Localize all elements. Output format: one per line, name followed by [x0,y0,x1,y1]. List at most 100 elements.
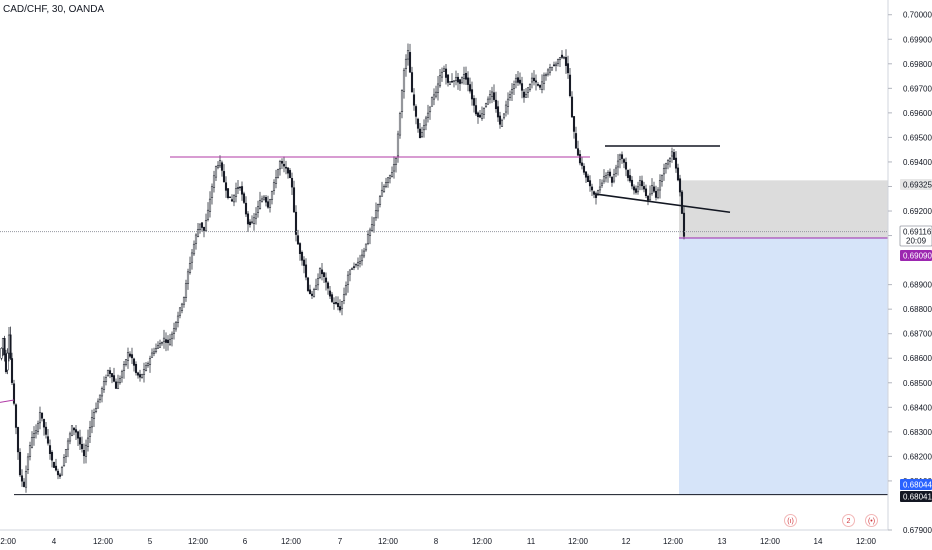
x-tick-label: 12:00 [663,537,684,546]
horizontal-line-1[interactable] [0,399,15,403]
candle-body [278,161,282,170]
candle-body [346,274,350,285]
candle-body [226,188,230,198]
candle-body [314,285,318,290]
candle-body [174,321,178,330]
candle-body [588,180,592,187]
candle-body [310,293,314,296]
candle-body [100,388,104,397]
candle-body [240,186,244,195]
candle-body [114,381,118,389]
candle-body [538,85,542,88]
candle-body [116,381,120,390]
candle-body [78,437,82,445]
candle-body [422,125,426,131]
candle-body [270,191,274,200]
candle-body [150,352,154,358]
candle-body [618,154,622,161]
x-tick-label: 12 [622,537,631,546]
candle-body [288,170,292,178]
candle-body [474,105,478,115]
candle-body [290,178,294,188]
candle-body [124,359,128,365]
candle-body [74,429,78,433]
y-tick-label: 0.69700 [903,84,932,93]
candle-body [448,81,452,85]
candle-body [436,83,440,93]
candle-body [656,189,660,198]
candle-body [438,75,442,87]
candle-body [208,198,212,212]
candle-body [156,345,160,349]
y-tick-label: 0.68600 [903,354,932,363]
stop-zone[interactable] [679,180,888,239]
event-marker-2[interactable]: 2 [842,514,855,527]
candle-body [636,186,640,193]
candle-body [634,188,638,193]
target-zone[interactable] [679,238,888,495]
candle-body [344,285,348,295]
candle-body [216,165,220,168]
candle-body [9,334,12,359]
candle-body [610,176,614,183]
candle-body [452,80,456,82]
candle-body [148,358,152,365]
candle-body [446,74,450,83]
candle-body [466,77,470,85]
countdown-label: 20:09 [906,237,927,246]
candle-body [192,243,196,255]
candle-body [54,465,58,471]
candle-body [366,233,370,244]
y-tick-label: 0.68400 [903,403,932,412]
y-tick-label: 0.70000 [903,11,932,20]
candle-body [450,81,454,83]
candle-body [488,94,492,100]
candle-body [196,229,200,237]
candle-body [162,337,166,342]
candle-body [168,338,172,346]
candle-body [544,74,548,77]
event-marker-3[interactable]: (•) [865,514,878,527]
chart-title: CAD/CHF, 30, OANDA [3,4,105,15]
candle-body [632,186,636,191]
event-marker-1[interactable]: (ı) [784,514,797,527]
x-tick-label: 12:00 [93,537,114,546]
candle-body [670,151,674,157]
candle-body [534,80,538,83]
candle-body [416,118,420,129]
candle-body [372,217,376,226]
candle-body [458,79,462,84]
trendline-3[interactable] [593,193,731,214]
candle-body [122,364,126,371]
candle-body [246,213,250,225]
candle-body [650,185,654,194]
candle-body [612,173,616,182]
x-tick-label: 12:00 [856,537,877,546]
candle-body [420,132,424,137]
candle-body [76,431,80,439]
y-tick-label: 0.68500 [903,379,932,388]
y-tick-label: 0.67900 [903,526,932,535]
candle-body [674,157,678,169]
x-tick-label: 11 [527,537,536,546]
candle-body [424,117,428,126]
candle-body [132,358,136,366]
price-axis[interactable] [888,0,932,550]
candle-body [266,201,270,208]
candle-body [34,430,38,434]
candle-body [96,400,100,409]
candle-body [252,217,256,224]
candle-body [242,193,246,203]
candle-body [508,94,512,98]
candle-body [512,84,516,89]
candle-body [516,77,520,83]
candle-body [630,179,634,187]
candle-body [272,182,276,191]
candle-body [214,166,218,178]
candle-body [302,259,306,266]
candle-body [68,433,72,442]
candle-body [678,178,682,193]
candle-body [256,206,260,213]
candle-body [158,343,162,348]
